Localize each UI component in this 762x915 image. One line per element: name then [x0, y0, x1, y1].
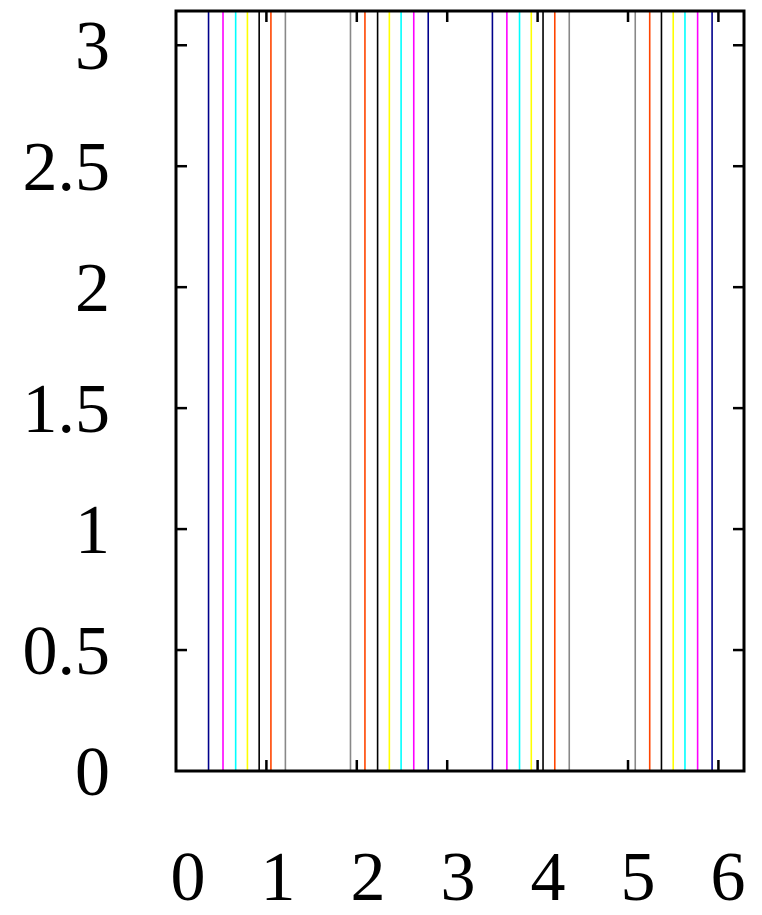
plot-frame	[174, 9, 746, 773]
y-tick-label: 0	[75, 734, 110, 811]
x-tick-label: 5	[621, 839, 656, 915]
x-tick-label: 2	[351, 839, 386, 915]
y-tick-label: 1.5	[23, 371, 111, 448]
y-tick-label: 2.5	[23, 129, 111, 206]
x-tick-label: 3	[441, 839, 476, 915]
x-axis-tick-labels: 0 1 2 3 4 5 6	[171, 839, 746, 915]
y-tick-label: 3	[75, 8, 110, 85]
y-tick-label: 0.5	[23, 613, 111, 690]
x-tick-label: 1	[261, 839, 296, 915]
series-lines	[207, 11, 713, 771]
x-tick-label: 4	[531, 839, 566, 915]
axis-ticks	[174, 11, 744, 773]
x-tick-label: 0	[171, 839, 206, 915]
x-tick-label: 6	[711, 839, 746, 915]
y-tick-label: 2	[75, 250, 110, 327]
y-tick-label: 1	[75, 492, 110, 569]
y-axis-tick-labels: 0 0.5 1 1.5 2 2.5 3	[23, 8, 111, 811]
